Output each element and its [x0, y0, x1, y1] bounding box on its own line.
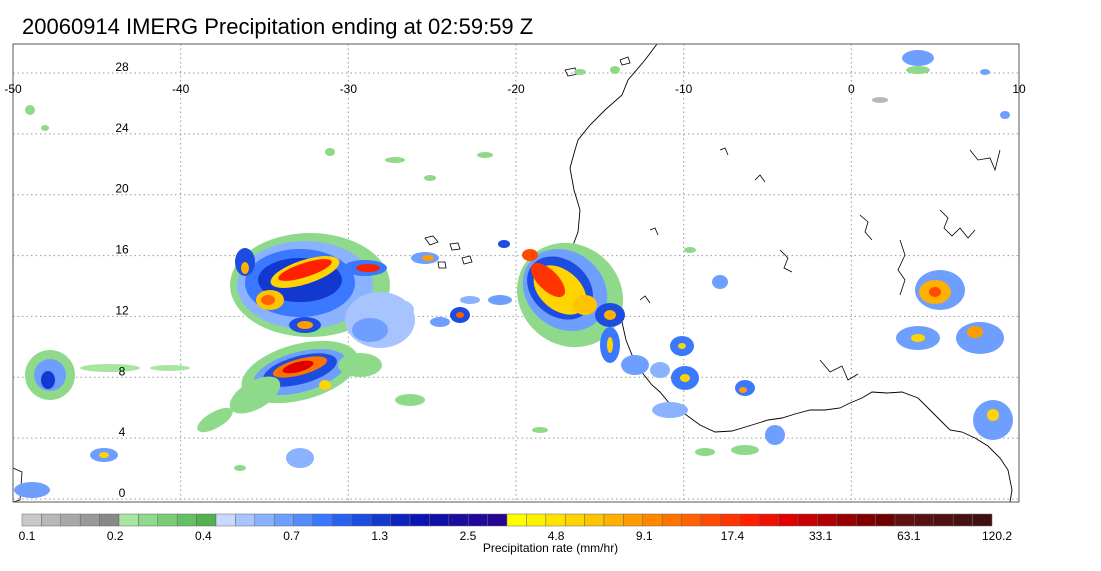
colorbar-swatch [196, 513, 217, 527]
grid-lines [12, 44, 1020, 502]
lat-tick-label: 12 [115, 303, 129, 317]
colorbar-swatch [467, 513, 488, 527]
colorbar-swatch [99, 513, 120, 527]
colorbar-swatch [429, 513, 450, 527]
colorbar-label: Precipitation rate (mm/hr) [482, 541, 619, 555]
lat-tick-label: 24 [115, 121, 129, 135]
colorbar-swatch [623, 513, 644, 527]
colorbar-swatch [254, 513, 275, 527]
lat-tick-label: 8 [119, 364, 126, 378]
colorbar-swatch [273, 513, 294, 527]
colorbar-swatch [60, 513, 81, 527]
inland-lines [639, 147, 1001, 381]
colorbar-swatch [661, 513, 682, 527]
colorbar-swatch [778, 513, 799, 527]
colorbar-swatch [914, 513, 935, 527]
colorbar-swatch [176, 513, 197, 527]
colorbar-swatch [215, 513, 236, 527]
colorbar-swatch [952, 513, 973, 527]
colorbar-swatch [758, 513, 779, 527]
map-frame [12, 43, 1020, 503]
colorbar-tick-label: 63.1 [897, 529, 921, 543]
colorbar-swatch [409, 513, 430, 527]
lat-tick-label: 20 [115, 182, 129, 196]
lat-tick-label: 0 [119, 486, 126, 500]
colorbar-tick-label: 2.5 [460, 529, 477, 543]
colorbar-swatch [351, 513, 372, 527]
colorbar-swatch [506, 513, 527, 527]
colorbar-swatch [370, 513, 391, 527]
colorbar-swatch [138, 513, 159, 527]
lat-tick-label: 16 [115, 243, 129, 257]
colorbar-tick-label: 0.2 [107, 529, 124, 543]
colorbar-swatch [972, 513, 993, 527]
colorbar-swatch [875, 513, 896, 527]
colorbar-swatch [584, 513, 605, 527]
colorbar-swatch [118, 513, 139, 527]
colorbar-swatch [817, 513, 838, 527]
colorbar-tick-label: 17.4 [721, 529, 745, 543]
lat-tick-label: 28 [115, 60, 129, 74]
colorbar-tick-label: 4.8 [548, 529, 565, 543]
colorbar-tick-label: 33.1 [809, 529, 833, 543]
colorbar-swatch [79, 513, 100, 527]
colorbar-swatch [332, 513, 353, 527]
lon-tick-label: -40 [172, 82, 190, 96]
colorbar-swatch [21, 513, 42, 527]
lon-tick-label: -10 [675, 82, 693, 96]
colorbar-swatch [41, 513, 62, 527]
colorbar-swatch [487, 513, 508, 527]
colorbar-swatch [933, 513, 954, 527]
colorbar-swatch [855, 513, 876, 527]
colorbar-tick-label: 9.1 [636, 529, 653, 543]
colorbar-swatch [603, 513, 624, 527]
axis-labels: -50 -40 -30 -20 -10 0 10 28 24 20 16 12 8 4 0 [4, 60, 1026, 500]
colorbar-swatch [739, 513, 760, 527]
colorbar-swatch [526, 513, 547, 527]
colorbar-swatch [894, 513, 915, 527]
lon-tick-label: -20 [507, 82, 525, 96]
colorbar-tick-label: 0.1 [19, 529, 36, 543]
colorbar-swatch [700, 513, 721, 527]
colorbar-swatch [390, 513, 411, 527]
lon-tick-label: -50 [4, 82, 22, 96]
colorbar-swatch [564, 513, 585, 527]
colorbar-tick-label: 120.2 [982, 529, 1012, 543]
lon-tick-label: 0 [848, 82, 855, 96]
colorbar-swatch [448, 513, 469, 527]
colorbar-tick-label: 0.4 [195, 529, 212, 543]
colorbar-swatch [797, 513, 818, 527]
colorbar-swatch [545, 513, 566, 527]
colorbar-swatch [642, 513, 663, 527]
lon-tick-label: -30 [340, 82, 358, 96]
colorbar-swatch [235, 513, 256, 527]
lon-tick-label: 10 [1012, 82, 1026, 96]
precip-field [14, 50, 1013, 498]
colorbar-swatch [720, 513, 741, 527]
colorbar-swatch [157, 513, 178, 527]
colorbar-swatch [836, 513, 857, 527]
colorbar-tick-label: 0.7 [283, 529, 300, 543]
map-title: 20060914 IMERG Precipitation ending at 0… [22, 14, 534, 39]
lat-tick-label: 4 [119, 425, 126, 439]
colorbar-swatch [681, 513, 702, 527]
colorbar-swatch [312, 513, 333, 527]
colorbar-swatch [293, 513, 314, 527]
colorbar-tick-label: 1.3 [371, 529, 388, 543]
